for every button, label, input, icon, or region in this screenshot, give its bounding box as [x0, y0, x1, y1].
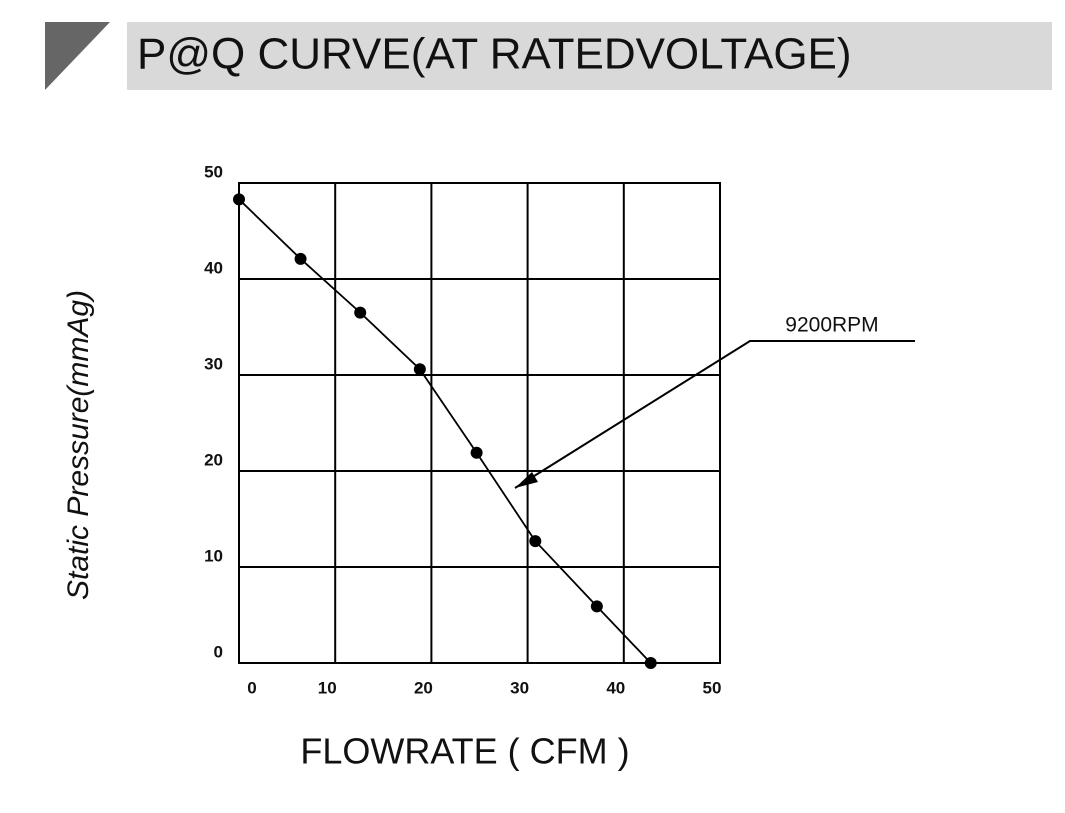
y-tick-label: 40: [204, 258, 223, 277]
series-line: [238, 198, 652, 664]
data-point: [470, 446, 483, 459]
title-icon: [45, 22, 110, 90]
data-point: [529, 535, 542, 548]
series-label: 9200RPM: [785, 314, 878, 337]
x-tick-label: 0: [247, 678, 256, 697]
annotation-leader: [514, 340, 915, 489]
y-axis-label: Static Pressure(mmAg): [62, 290, 95, 600]
x-axis-label: FLOWRATE ( CFM ): [300, 731, 629, 772]
data-point: [294, 252, 307, 265]
plot-border: [238, 182, 721, 664]
x-tick-label: 10: [318, 678, 337, 697]
data-point: [413, 363, 426, 376]
annotation-arrowhead: [515, 472, 538, 488]
data-point: [233, 193, 245, 206]
data-point: [590, 600, 603, 613]
x-tick-label: 20: [414, 678, 433, 697]
y-tick-label: 0: [214, 642, 223, 661]
y-tick-label: 50: [204, 162, 223, 181]
data-point: [354, 306, 367, 319]
chart-title: P@Q CURVE(AT RATEDVOLTAGE): [137, 30, 852, 79]
data-point: [644, 657, 657, 669]
title-banner: [127, 22, 1052, 90]
x-tick-label: 50: [703, 678, 722, 697]
x-tick-label: 40: [606, 678, 625, 697]
y-tick-label: 30: [204, 354, 223, 373]
y-tick-label: 20: [204, 450, 223, 469]
x-tick-label: 30: [510, 678, 529, 697]
y-tick-label: 10: [204, 546, 223, 565]
